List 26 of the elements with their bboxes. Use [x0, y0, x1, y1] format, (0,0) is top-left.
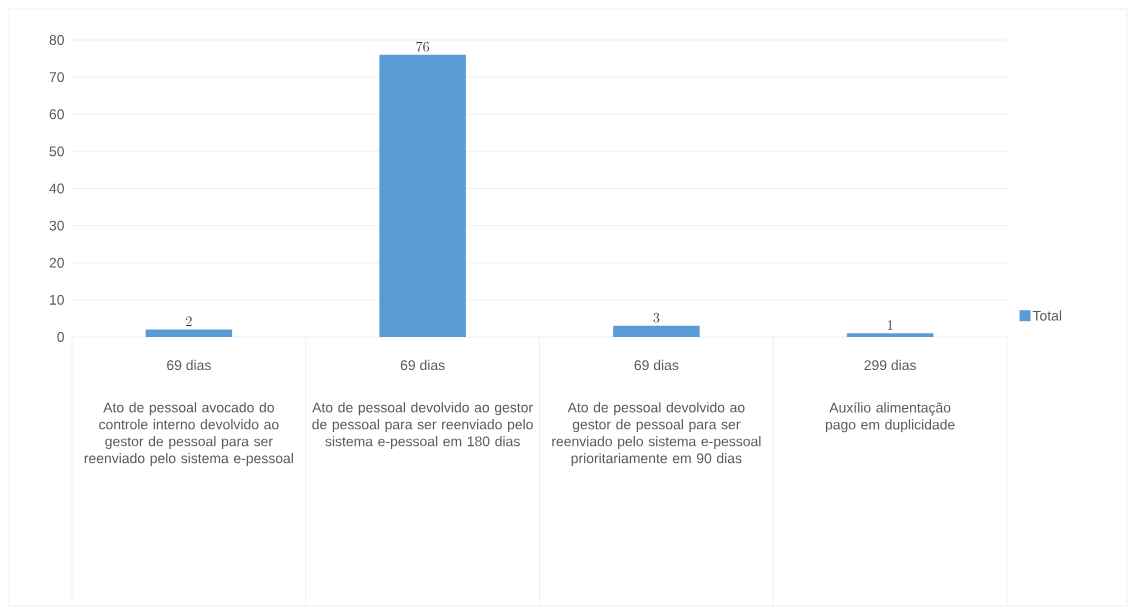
- data-label: 3: [653, 312, 660, 323]
- data-label: 76: [416, 41, 430, 52]
- legend-label: Total: [1032, 310, 1062, 321]
- bar: [846, 333, 934, 337]
- x-tick-label: Ato de pessoal avocado do controle interno devolvido ao gestor de pessoal para ser reenviado pelo sistema e-pessoal: [84, 402, 293, 466]
- text: 69 dias: [167, 359, 211, 371]
- y-tick-label: 60: [49, 109, 64, 120]
- x-tick-label: Auxílio alimentação pago em duplicidade: [825, 402, 955, 433]
- y-tick-label: 70: [49, 72, 64, 83]
- y-tick-label: 50: [49, 146, 64, 157]
- y-tick-label: 80: [49, 35, 64, 45]
- bar: [613, 325, 700, 337]
- data-label: 1: [887, 320, 893, 330]
- x-tick-label: Ato de pessoal devolvido ao gestor de pessoal para ser reenviado pelo sistema e-pessoal prioritariamente em 90 dias: [552, 402, 761, 466]
- bar: [145, 329, 233, 337]
- bar: [379, 54, 466, 337]
- y-tick-label: 20: [49, 257, 64, 268]
- x-tick-label: Ato de pessoal devolvido ao gestor de pessoal para ser reenviado pelo sistema e-pessoal em 180 dias: [312, 402, 533, 450]
- y-tick-label: 40: [49, 183, 64, 194]
- y-tick-label: 0: [57, 332, 64, 342]
- data-label: 2: [186, 316, 192, 327]
- y-tick-label: 30: [49, 220, 64, 231]
- y-tick-label: 10: [50, 294, 64, 305]
- text: 299 dias: [864, 359, 916, 371]
- text: 69 dias: [634, 359, 679, 371]
- text: 69 dias: [400, 359, 445, 371]
